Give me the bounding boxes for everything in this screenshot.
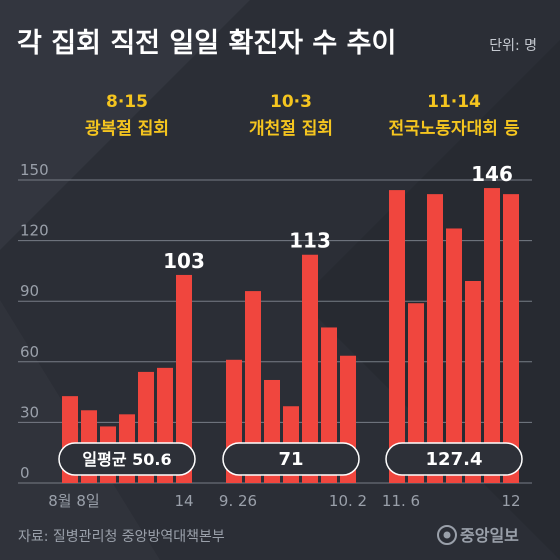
- bar: [484, 188, 500, 483]
- bar: [503, 194, 519, 483]
- group-title-event: 전국노동자대회 등: [388, 119, 519, 139]
- bar: [302, 254, 318, 483]
- publisher-logo: 중앙일보: [437, 525, 519, 545]
- bar: [465, 281, 481, 483]
- bar: [176, 274, 192, 483]
- x-tick-label-end: 10. 2: [329, 492, 367, 510]
- y-tick-label: 60: [20, 343, 39, 361]
- average-badge-label: 71: [278, 449, 303, 470]
- bar: [389, 190, 405, 483]
- logo-text: 중앙일보: [460, 526, 519, 545]
- peak-value-label: 113: [289, 229, 331, 253]
- x-tick-label-end: 12: [501, 492, 520, 510]
- average-badge: [58, 442, 196, 476]
- group-title-date: 11·14: [427, 92, 481, 112]
- logo-icon-dot: [443, 531, 451, 539]
- unit-label: 단위: 명: [489, 38, 537, 54]
- y-tick-label: 90: [20, 282, 39, 300]
- x-tick-label-start: 11. 6: [382, 492, 420, 510]
- bar: [427, 194, 443, 483]
- bar: [408, 303, 424, 483]
- group-title-event: 광복절 집회: [85, 118, 169, 139]
- peak-value-label: 103: [163, 249, 205, 273]
- group-title-date: 8·15: [106, 92, 148, 112]
- source-text: 자료: 질병관리청 중앙방역대책본부: [18, 529, 225, 545]
- y-tick-label: 150: [20, 161, 49, 179]
- y-tick-label: 30: [20, 403, 39, 421]
- x-tick-label-start: 9. 26: [219, 492, 257, 510]
- x-tick-label-end: 14: [174, 492, 193, 510]
- peak-value-label: 146: [471, 162, 513, 186]
- group-title-event: 개천절 집회: [249, 118, 333, 139]
- labels-layer: 8·15 광복절 집회 103 일평균 50.6 8월 8일 14 10·3 개천절 집회 11…: [48, 92, 523, 510]
- average-badge: [385, 442, 523, 476]
- y-tick-label: 120: [20, 222, 49, 240]
- chart-title: 각 집회 직전 일일 확진자 수 추이: [17, 28, 396, 59]
- average-badge: [222, 442, 360, 476]
- y-tick-label: 0: [20, 464, 30, 482]
- x-tick-label-start: 8월 8일: [48, 492, 99, 510]
- logo-icon: [437, 525, 457, 545]
- average-badge-label: 127.4: [426, 449, 483, 470]
- average-badge-label: 일평균 50.6: [82, 450, 171, 469]
- group-title-date: 10·3: [270, 92, 312, 112]
- bar: [446, 228, 462, 483]
- bar: [245, 291, 261, 483]
